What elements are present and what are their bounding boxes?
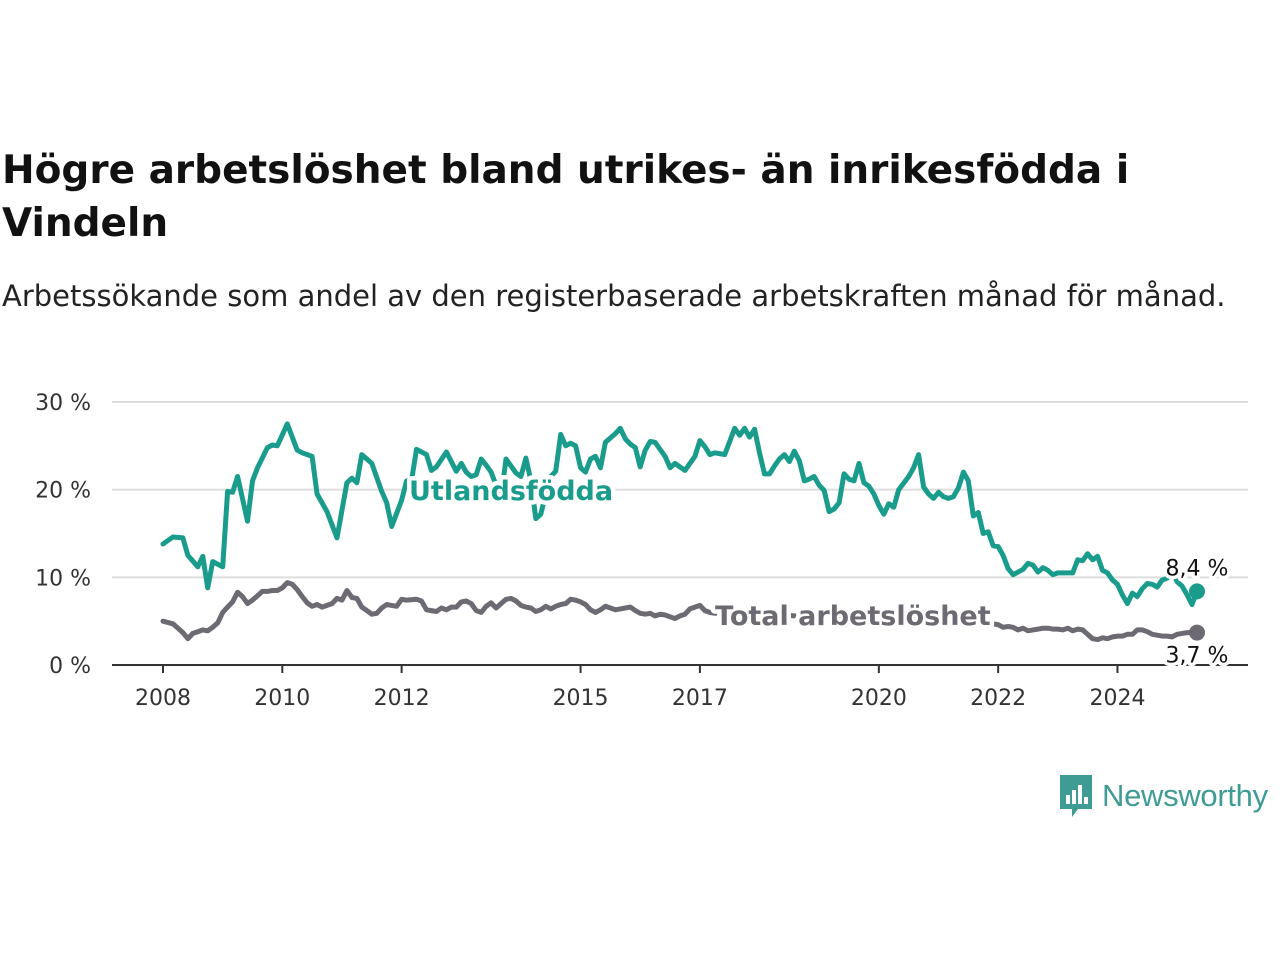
brand-name: Newsworthy [1102, 778, 1268, 813]
y-axis: 0 % 10 % 20 % 30 % [35, 391, 91, 679]
series-label-total: Total arbetslöshet [715, 601, 991, 632]
x-tick-label: 2012 [374, 686, 430, 711]
y-tick-label: 0 % [49, 654, 91, 679]
x-tick-label: 2020 [851, 686, 907, 711]
end-point-utlandsfodda [1189, 583, 1205, 600]
x-tick-label: 2022 [970, 686, 1026, 711]
brand-logo: Newsworthy [1058, 773, 1268, 819]
line-chart: 0 % 10 % 20 % 30 % 2008 2010 2012 2015 2017 2020… [35, 391, 1248, 711]
x-tick-label: 2024 [1089, 686, 1145, 711]
x-tick-label: 2008 [135, 686, 191, 711]
series-lines [160, 421, 1200, 643]
y-tick-label: 10 % [35, 566, 91, 591]
x-tick-label: 2015 [553, 686, 609, 711]
series-line-utlandsfodda [160, 421, 1200, 607]
x-tick-label: 2017 [672, 686, 728, 711]
y-tick-label: 20 % [35, 479, 91, 504]
series-label-utlandsfodda: Utlandsfödda [409, 476, 613, 507]
series-line-total [160, 580, 1200, 643]
chart-title: Högre arbetslöshet bland utrikes- än inr… [2, 148, 1130, 246]
chart-subtitle: Arbetssökande som andel av den registerb… [2, 279, 1226, 313]
end-point-total [1189, 624, 1205, 641]
x-axis: 2008 2010 2012 2015 2017 2020 2022 2024 [135, 665, 1145, 711]
gridlines [112, 401, 1248, 666]
end-label-total: 3,7 % [1166, 644, 1229, 669]
chart-bars-icon [1060, 775, 1092, 817]
end-label-utlandsfodda: 8,4 % [1166, 556, 1229, 581]
x-tick-label: 2010 [254, 686, 310, 711]
y-tick-label: 30 % [35, 391, 91, 416]
series-labels: Utlandsfödda Total arbetslöshet 8,4 % 3,7 % [405, 472, 1232, 673]
